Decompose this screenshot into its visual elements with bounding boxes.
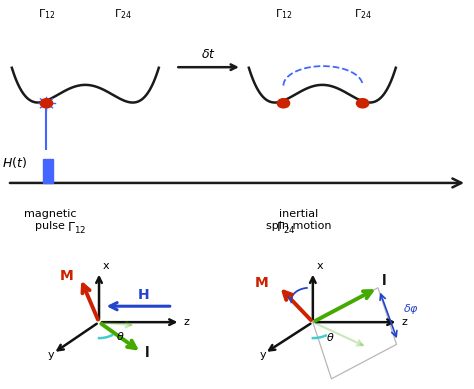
Text: z: z [183, 317, 189, 327]
Text: y: y [259, 350, 266, 361]
Text: inertial
spin motion: inertial spin motion [266, 209, 331, 231]
Text: $\Gamma_{12}$: $\Gamma_{12}$ [38, 8, 55, 21]
Circle shape [277, 99, 290, 108]
Text: $\theta$: $\theta$ [116, 330, 124, 342]
Text: $\delta t$: $\delta t$ [201, 48, 216, 61]
Circle shape [356, 99, 369, 108]
Text: z: z [401, 317, 407, 327]
Text: M: M [255, 276, 269, 290]
Text: H: H [137, 288, 149, 302]
Text: l: l [145, 347, 150, 361]
Text: M: M [60, 269, 73, 283]
Text: $\Gamma_{24}$: $\Gamma_{24}$ [354, 8, 372, 21]
Text: l: l [382, 274, 387, 288]
Text: x: x [102, 261, 109, 271]
Text: $\Gamma_{12}$: $\Gamma_{12}$ [67, 221, 86, 236]
Text: $\Gamma_{24}$: $\Gamma_{24}$ [276, 221, 295, 236]
Text: $\delta\varphi$: $\delta\varphi$ [403, 302, 419, 316]
Circle shape [40, 99, 53, 108]
Text: x: x [317, 261, 323, 271]
Text: $H(t)$: $H(t)$ [2, 155, 27, 170]
Text: magnetic
pulse: magnetic pulse [24, 209, 76, 231]
Bar [43, 159, 53, 183]
Text: $\Gamma_{12}$: $\Gamma_{12}$ [275, 8, 292, 21]
Text: $\Gamma_{24}$: $\Gamma_{24}$ [114, 8, 132, 21]
Text: $\theta$: $\theta$ [327, 331, 335, 343]
Text: y: y [48, 350, 55, 361]
